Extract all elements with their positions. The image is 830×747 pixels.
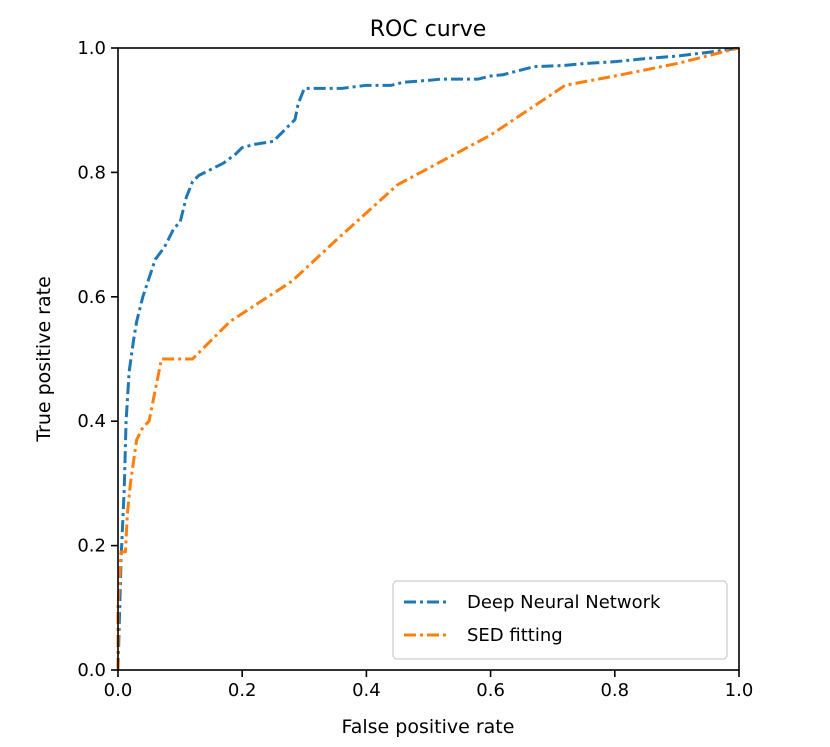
y-tick-label: 0.2 xyxy=(77,536,106,557)
x-tick-label: 0.4 xyxy=(352,680,381,701)
chart-title: ROC curve xyxy=(370,17,487,42)
x-tick-label: 0.6 xyxy=(476,680,505,701)
x-axis-label: False positive rate xyxy=(342,716,515,738)
x-tick-label: 1.0 xyxy=(725,680,754,701)
plot-lines xyxy=(116,46,740,671)
y-tick-label: 0.6 xyxy=(77,287,106,308)
y-axis-label: True positive rate xyxy=(33,276,55,443)
plot-frame xyxy=(117,47,740,671)
x-tick-label: 0.0 xyxy=(104,680,133,701)
x-tick-label: 0.8 xyxy=(600,680,629,701)
legend-box xyxy=(392,580,728,660)
legend: Deep Neural Network SED fitting xyxy=(392,580,728,660)
y-tick-label: 1.0 xyxy=(77,38,106,59)
legend-label-sed-fitting: SED fitting xyxy=(467,625,563,646)
series-line-deep-neural-network xyxy=(116,46,740,671)
x-tick-label: 0.2 xyxy=(228,680,257,701)
y-tick-label: 0.8 xyxy=(77,162,106,183)
y-tick-label: 0.4 xyxy=(77,411,106,432)
x-axis-ticks: 0.0 0.2 0.4 0.6 0.8 1.0 xyxy=(104,670,754,701)
y-axis-ticks: 0.0 0.2 0.4 0.6 0.8 1.0 xyxy=(77,38,118,681)
series-line-sed-fitting xyxy=(116,46,740,670)
legend-label-deep-neural-network: Deep Neural Network xyxy=(467,592,661,613)
y-tick-label: 0.0 xyxy=(77,660,106,681)
